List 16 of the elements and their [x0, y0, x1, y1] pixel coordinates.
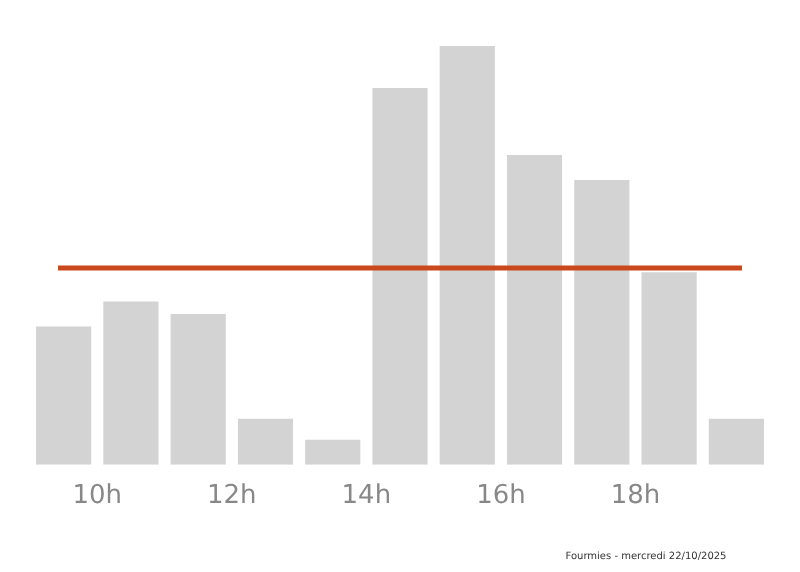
bar: [103, 301, 159, 465]
bar: [36, 326, 92, 465]
bar: [506, 154, 563, 465]
bar: [237, 418, 294, 465]
x-tick-label: 18h: [610, 481, 661, 512]
x-tick-label: 14h: [341, 481, 392, 512]
bar: [372, 87, 428, 465]
bar: [439, 46, 495, 465]
bar: [574, 180, 630, 465]
bar: [641, 272, 697, 465]
bar: [170, 314, 226, 465]
x-tick-label: 12h: [207, 481, 257, 512]
bar: [305, 439, 361, 465]
x-tick-label: 16h: [476, 481, 526, 512]
x-tick-label: 10h: [72, 481, 123, 512]
bar: [708, 418, 764, 465]
